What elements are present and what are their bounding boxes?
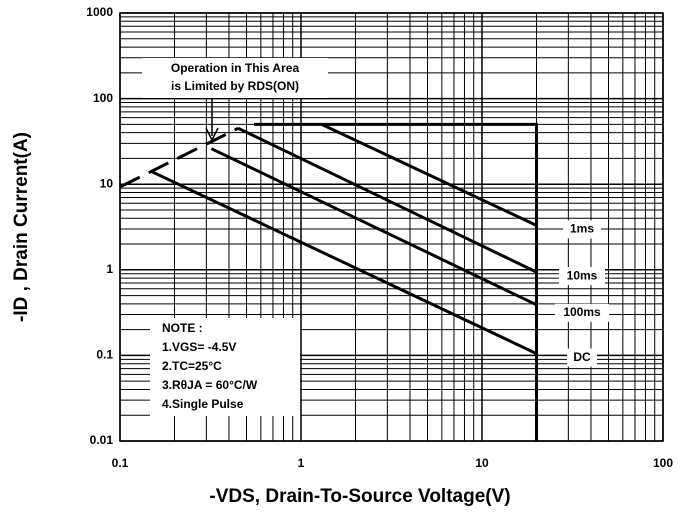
- x-axis-label: -VDS, Drain-To-Source Voltage(V): [209, 486, 510, 507]
- series-label: 100ms: [563, 305, 601, 319]
- y-tick-label: 10: [100, 176, 114, 190]
- series-label-box: [567, 348, 597, 367]
- note-text: NOTE :: [162, 321, 203, 335]
- y-axis-label: -ID , Drain Current(A): [11, 132, 32, 322]
- x-tick-label: 0.1: [112, 456, 129, 470]
- y-tick-label: 1000: [86, 5, 113, 19]
- y-tick-label: 0.01: [90, 433, 114, 447]
- notes-box: [150, 318, 300, 416]
- note-text: 3.RθJA = 60°C/W: [162, 378, 258, 392]
- series-line: [237, 126, 538, 274]
- limit-line: [119, 126, 239, 189]
- plot-frame: [119, 12, 664, 442]
- y-tick-label: 100: [93, 91, 113, 105]
- annotation-text: is Limited by RDS(ON): [171, 79, 299, 93]
- series-label: 10ms: [567, 268, 598, 282]
- y-tick-label: 1: [106, 262, 113, 276]
- series-line: [210, 147, 538, 307]
- annotation-arrowhead: [205, 127, 219, 142]
- annotation-box: [142, 58, 328, 98]
- x-tick-label: 10: [475, 456, 489, 470]
- x-tick-label: 1: [298, 456, 305, 470]
- series-label-box: [555, 303, 609, 322]
- note-text: 2.TC=25°C: [162, 359, 222, 373]
- x-tick-label: 100: [653, 456, 673, 470]
- note-text: 4.Single Pulse: [162, 397, 244, 411]
- y-tick-label: 0.1: [96, 348, 113, 362]
- limit-line: [254, 122, 538, 441]
- annotation-text: Operation in This Area: [171, 61, 300, 75]
- note-text: 1.VGS= -4.5V: [162, 340, 236, 354]
- series-label-box: [563, 220, 601, 239]
- series-label: 1ms: [570, 222, 594, 236]
- series-label-box: [559, 267, 605, 286]
- series-line: [320, 123, 538, 227]
- series-line: [151, 170, 538, 355]
- series-label: DC: [573, 350, 591, 364]
